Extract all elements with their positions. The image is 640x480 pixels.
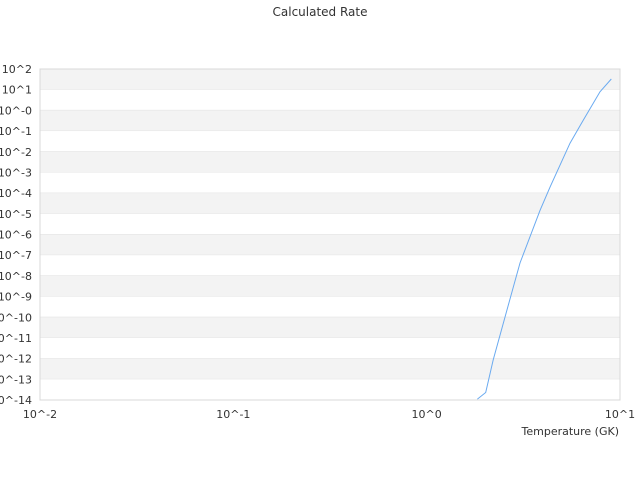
x-tick-label: 10^0: [412, 408, 442, 421]
grid-band: [40, 110, 620, 132]
y-tick-label: 10^-11: [0, 332, 32, 345]
grid-band: [40, 379, 620, 400]
y-tick-label: 10^2: [2, 63, 32, 76]
grid-band: [40, 358, 620, 380]
grid-band: [40, 275, 620, 297]
x-tick-label: 10^1: [605, 408, 635, 421]
x-axis-label: Temperature (GK): [521, 425, 620, 438]
x-tick-labels: 10^-2 10^-1 10^0 10^1: [23, 408, 635, 421]
grid-band: [40, 213, 620, 235]
grid-band: [40, 89, 620, 111]
x-tick-label: 10^-2: [23, 408, 57, 421]
grid-band: [40, 234, 620, 256]
grid-band: [40, 317, 620, 338]
grid-band: [40, 337, 620, 359]
grid-band: [40, 172, 620, 194]
y-tick-label: 10^-14: [0, 394, 32, 407]
y-tick-label: 10^-8: [0, 270, 32, 283]
y-tick-label: 10^1: [2, 84, 32, 97]
y-tick-label: 10^-5: [0, 208, 32, 221]
y-tick-label: 10^-6: [0, 229, 32, 242]
grid-band: [40, 151, 620, 173]
y-tick-labels: 10^2 10^1 10^-0 10^-1 10^-2 10^-3 10^-4 10^-5 10…: [0, 63, 32, 407]
y-tick-label: 10^-0: [0, 104, 32, 117]
plot-border: [39, 68, 621, 401]
y-tick-label: 10^-7: [0, 249, 32, 262]
y-tick-label: 10^-12: [0, 353, 32, 366]
y-tick-label: 10^-3: [0, 166, 32, 179]
y-tick-label: 10^-10: [0, 311, 32, 324]
y-tick-label: 10^-4: [0, 187, 32, 200]
chart-title: Calculated Rate: [273, 5, 368, 19]
series-layer: [477, 78, 612, 400]
y-tick-label: 10^-9: [0, 291, 32, 304]
y-tick-label: 10^-1: [0, 125, 32, 138]
grid-bands: [39, 68, 621, 401]
grid-band: [40, 131, 620, 152]
y-tick-label: 10^-13: [0, 373, 32, 386]
grid-band: [40, 255, 620, 276]
grid-band: [40, 296, 620, 318]
y-tick-label: 10^-2: [0, 146, 32, 159]
x-tick-label: 10^-1: [216, 408, 250, 421]
grid-band: [40, 193, 620, 214]
grid-band: [40, 69, 620, 90]
